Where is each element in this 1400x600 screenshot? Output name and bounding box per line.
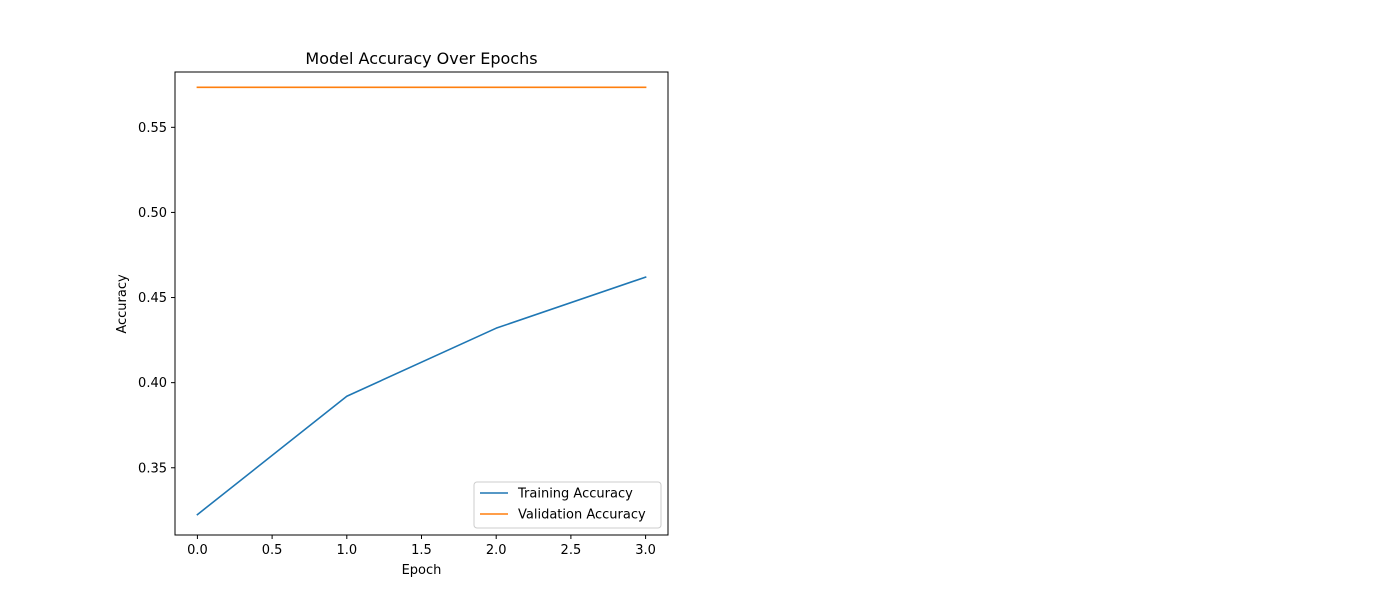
chart-title: Model Accuracy Over Epochs	[305, 49, 537, 68]
x-tick-label: 1.0	[336, 543, 357, 558]
y-tick-label: 0.55	[138, 121, 167, 136]
y-tick-label: 0.40	[138, 376, 167, 391]
y-tick-label: 0.35	[138, 461, 167, 476]
x-tick-label: 1.5	[411, 543, 432, 558]
x-axis-label: Epoch	[402, 563, 442, 578]
series-line-0	[196, 276, 647, 516]
legend: Training Accuracy Validation Accuracy	[473, 481, 662, 529]
legend-box	[473, 481, 662, 529]
y-tick-label: 0.45	[138, 291, 167, 306]
x-tick-label: 2.5	[561, 543, 582, 558]
y-axis-label: Accuracy	[115, 274, 130, 334]
legend-label-0: Training Accuracy	[517, 487, 633, 502]
y-tick-label: 0.50	[138, 206, 167, 221]
axes-frame	[174, 71, 669, 536]
x-tick-label: 2.0	[486, 543, 507, 558]
x-tick-label: 0.5	[262, 543, 283, 558]
x-tick-label: 0.0	[187, 543, 208, 558]
legend-label-1: Validation Accuracy	[518, 508, 646, 523]
x-tick-label: 3.0	[635, 543, 656, 558]
plot-area: 0.0 0.5 1.0 1.5 2.0 2.5 3.0 0.35 0.40 0.45 0.50 0.5…	[138, 71, 669, 558]
